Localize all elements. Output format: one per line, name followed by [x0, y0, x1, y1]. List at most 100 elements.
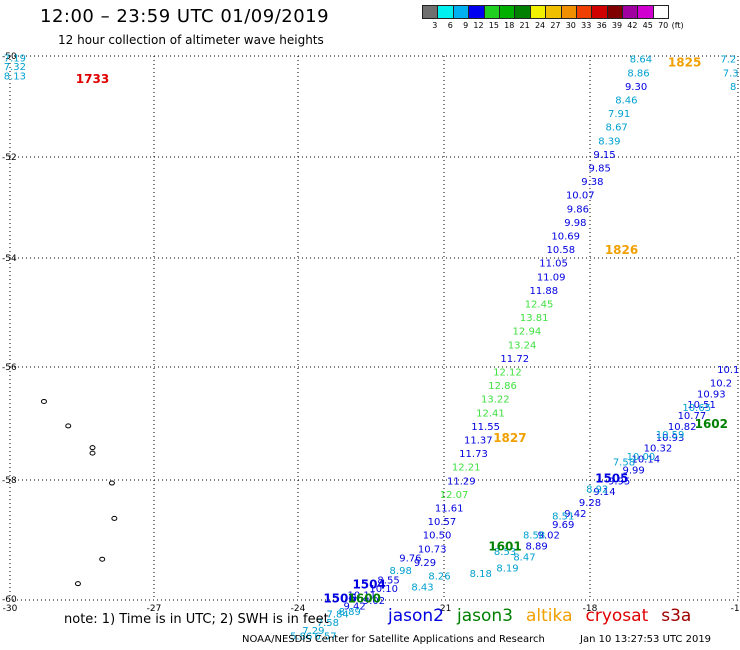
color-scale-label: 70	[658, 21, 669, 30]
wave-height-label: 8.39	[598, 136, 620, 147]
x-tick-label: -30	[3, 604, 18, 614]
wave-height-label: 12.86	[488, 381, 517, 392]
y-tick-label: -52	[2, 153, 17, 163]
wave-height-label: 9.85	[589, 164, 611, 175]
satellite-legend-item: cryosat	[585, 606, 649, 626]
wave-height-label: 10.14	[631, 455, 660, 466]
wave-height-label: 8.89	[525, 542, 547, 553]
color-scale-label: 42	[627, 21, 638, 30]
color-scale-legend: 3 6 9 12 15 18 21 24 27 30 33 36 39 42 45 70 (ft)	[422, 5, 684, 30]
wave-height-label: 8.64	[630, 55, 652, 66]
color-scale-label: 33	[581, 21, 592, 30]
grid-lines	[9, 55, 739, 601]
wave-height-label: 9.69	[552, 520, 574, 531]
wave-height-label: 8.51	[552, 512, 574, 523]
wave-height-label: 9.29	[414, 558, 436, 569]
wave-height-label: 7.29	[302, 626, 324, 637]
wave-height-label: 9.42	[343, 601, 365, 612]
axes: -30 -27 -24 -21 -18 -15 -50 -52 -54 -56 -58 -60	[2, 52, 740, 614]
x-tick-label: -27	[147, 604, 162, 614]
wave-height-label: 11.09	[537, 272, 566, 283]
x-tick-label: -21	[437, 604, 452, 614]
islands	[40, 398, 118, 587]
island-shape	[74, 581, 81, 587]
wave-height-label: 10.69	[551, 232, 580, 243]
wave-height-label: 8.26	[428, 572, 450, 583]
color-scale-cells	[422, 5, 684, 19]
wave-height-label: 8.18	[470, 569, 492, 580]
wave-height-label: 12.12	[493, 368, 522, 379]
wave-height-label: 10.00	[627, 452, 656, 463]
wave-height-label: 10.2	[710, 378, 732, 389]
wave-height-label: 8.98	[390, 566, 412, 577]
wave-height-label: 12.45	[525, 300, 554, 311]
pass-time-label: 1506	[323, 591, 356, 605]
generated-timestamp: Jan 10 13:27:53 UTC 2019	[580, 634, 712, 645]
color-scale-label: 30	[565, 21, 576, 30]
satellite-legend: jason2 jason3 altika cryosat s3a	[388, 606, 691, 626]
wave-height-label: 13.24	[508, 340, 537, 351]
color-scale-labels: 3 6 9 12 15 18 21 24 27 30 33 36 39 42 45 70 (ft)	[422, 21, 683, 30]
wave-height-label: 11.73	[459, 449, 488, 460]
wave-height-label: 11.72	[500, 354, 529, 365]
wave-height-label: 8.47	[513, 552, 535, 563]
page-subtitle: 12 hour collection of altimeter wave hei…	[58, 33, 324, 47]
pass-time-label: 1504	[352, 578, 385, 592]
satellite-legend-item: s3a	[661, 606, 692, 626]
color-scale-cell	[652, 5, 670, 19]
wave-height-label: 12.94	[513, 327, 542, 338]
wave-height-label: 7.91	[608, 109, 630, 120]
wave-height-label: 13.81	[520, 313, 549, 324]
wave-height-label: 8.86	[627, 68, 649, 79]
wave-height-label: 10.11	[348, 591, 377, 602]
color-scale-label: 6	[447, 21, 453, 30]
wave-height-label: 8.89	[339, 607, 361, 618]
wave-height-label: 8.58	[523, 531, 545, 542]
wave-height-label: 10.82	[668, 422, 697, 433]
plot-frame	[9, 55, 739, 601]
island-shape	[111, 515, 118, 521]
satellite-legend-item: jason3	[457, 606, 513, 626]
wave-height-label: 9.02	[363, 596, 385, 607]
wave-height-label: 7.2	[720, 55, 736, 66]
island-shape	[65, 423, 72, 429]
satellite-legend-item: altika	[526, 606, 573, 626]
pass-time-label: 1827	[493, 431, 526, 445]
color-scale-label: 36	[596, 21, 607, 30]
wave-height-label: 8.92	[586, 484, 608, 495]
wave-height-label: 7.3	[723, 68, 739, 79]
color-scale-label: 15	[488, 21, 499, 30]
wave-height-label: 7.58	[613, 457, 635, 468]
data-points: 7.197.328.13 8.64 8.86 9.30 8.46 7.91 8.67 8.39…	[4, 54, 740, 643]
wave-height-label: 7.58	[317, 618, 339, 629]
y-tick-label: -50	[2, 52, 17, 62]
wave-height-label: 13.22	[481, 395, 510, 406]
color-scale-label: 45	[642, 21, 653, 30]
pass-time-label: 1505	[595, 472, 628, 486]
credit-line: NOAA/NESDIS Center for Satellite Applica…	[242, 634, 545, 645]
pass-time-label: 1825	[668, 55, 701, 69]
wave-height-label: 9.02	[538, 531, 560, 542]
wave-height-label: 9.86	[567, 204, 589, 215]
wave-height-label: 10.51	[687, 400, 716, 411]
pass-time-label: 1601	[488, 540, 521, 554]
wave-height-label: 9.28	[579, 498, 601, 509]
wave-height-label: 10.10	[369, 584, 398, 595]
wave-height-label: 9.76	[399, 554, 421, 565]
x-tick-label: -15	[731, 604, 740, 614]
island-shape	[99, 556, 106, 562]
y-tick-label: -58	[2, 476, 17, 486]
wave-height-label: 10.93	[697, 389, 726, 400]
wave-height-label: 8.19	[496, 563, 518, 574]
wave-height-label: 6.57	[314, 631, 336, 642]
y-tick-label: -56	[2, 363, 17, 373]
color-scale-label: 24	[534, 21, 546, 30]
wave-height-label: 10.73	[418, 544, 447, 555]
color-scale-label: 18	[504, 21, 515, 30]
satellite-legend-item: jason2	[388, 606, 444, 626]
x-tick-label: -18	[583, 604, 598, 614]
wave-height-label: 11.05	[539, 259, 568, 270]
wave-height-label: 8.43	[411, 582, 433, 593]
